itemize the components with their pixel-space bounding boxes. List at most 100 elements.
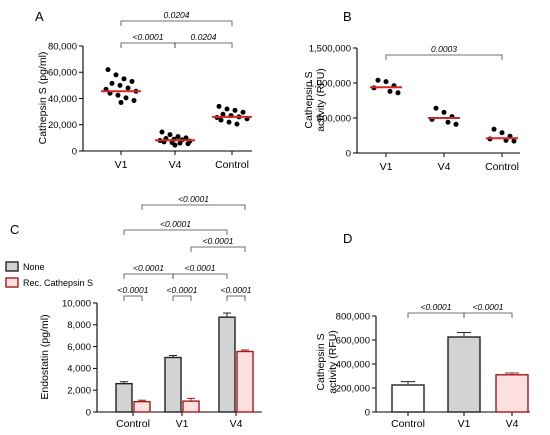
panel-a-data-point [216, 103, 222, 109]
panel-a-data-point [185, 141, 191, 147]
panel-a-data-point [118, 99, 124, 105]
panel-c-x-tick-label: V4 [230, 418, 243, 430]
panel-d-y-tick-label: 200,000 [336, 383, 370, 394]
panel-c-legend-label: None [23, 262, 45, 272]
panel-d-x-tick-label: V1 [458, 418, 471, 430]
panel-a-data-point [226, 119, 232, 125]
panel-c-y-tick-label: 10,000 [62, 298, 91, 309]
panel-c-comparison-p-value: <0.0001 [167, 285, 198, 295]
panel-a-y-tick-label: 0 [72, 146, 77, 157]
panel-a-comparison-bracket [120, 42, 176, 48]
panel-b-x-tick-label: V4 [438, 161, 451, 173]
panel-a-x-tick-label: Control [215, 159, 249, 171]
panel-d-comparison-p-value: <0.0001 [421, 302, 452, 312]
panel-d-y-axis-label-line: activity (RFU) [327, 330, 339, 394]
panel-c-y-tick-label: 0 [86, 407, 91, 418]
panel-d-y-tick-label: 800,000 [336, 311, 370, 322]
panel-b-x-tick-label: V1 [380, 161, 393, 173]
panel-a-y-tick-label: 40,000 [48, 94, 77, 105]
panel-c-comparison-p-value: <0.0001 [133, 263, 164, 273]
panel-c-bar [236, 350, 254, 413]
panel-c-legend-swatch [5, 261, 19, 272]
panel-d-y-tick-label: 0 [365, 407, 370, 418]
panel-a-y-tick-label: 80,000 [48, 41, 77, 52]
panel-a-comparison-p-value: 0.0204 [191, 32, 217, 42]
panel-c-comparison-bracket [141, 204, 246, 210]
panel-a-data-point [115, 92, 121, 98]
panel-b-data-point [511, 138, 517, 144]
panel-a-data-point [159, 129, 165, 135]
panel-c-comparison-p-value: <0.0001 [160, 219, 191, 229]
panel-b-data-point [441, 109, 447, 115]
panel-a-data-point [109, 80, 115, 86]
panel-d-comparison-bracket [463, 312, 513, 318]
panel-a-data-point [113, 72, 119, 78]
panel-c-comparison-bracket [172, 273, 228, 279]
panel-c-comparison-p-value: <0.0001 [185, 263, 216, 273]
panel-c-y-tick-label: 4,000 [67, 364, 91, 375]
panel-a-data-point [234, 121, 240, 127]
panel-a-data-point [123, 95, 129, 101]
panel-a-comparison-p-value: <0.0001 [133, 32, 164, 42]
panel-a-data-point [232, 107, 238, 113]
panel-b-y-axis-label: Cathepsin Sactivity (RFU) [303, 68, 327, 132]
panel-a-y-axis-label-line: Cathepsin S (pg/ml) [37, 52, 49, 145]
panel-c-legend-label: Rec. Cathepsin S [23, 278, 93, 288]
panel-d-y-axis-label-line: Cathepsin S [315, 333, 327, 390]
panel-b-x-tick-label: Control [485, 161, 519, 173]
panel-c-comparison-bracket [172, 295, 192, 301]
panel-a-x-tick-label: V4 [169, 159, 182, 171]
panel-b-y-tick-label: 1,500,000 [309, 43, 351, 54]
panel-b-y-tick-label: 0 [346, 148, 351, 159]
panel-a-data-point [117, 82, 123, 88]
panel-b-data-point [395, 90, 401, 96]
panel-a-comparison-bracket [174, 42, 233, 48]
panel-b-data-point [387, 88, 393, 94]
panel-c-comparison-bracket [226, 295, 246, 301]
panel-c-bar [164, 356, 182, 413]
panel-a-data-point [105, 67, 111, 73]
panel-d-bar [495, 374, 529, 413]
panel-c-comparison-bracket [123, 229, 228, 235]
panel-d-y-axis-label: Cathepsin Sactivity (RFU) [315, 330, 339, 394]
panel-a-y-tick-label: 60,000 [48, 68, 77, 79]
panel-a-comparison-p-value: 0.0204 [164, 10, 190, 20]
panel-c-bar [218, 316, 236, 413]
panel-c-comparison-p-value: <0.0001 [118, 285, 149, 295]
panel-c-comparison-p-value: <0.0001 [221, 285, 252, 295]
panel-a-data-point [167, 132, 173, 138]
panel-c-y-tick-label: 8,000 [67, 320, 91, 331]
panel-a-panel-letter: A [35, 9, 44, 24]
panel-b-data-point [375, 77, 381, 83]
panel-c-y-axis-label: Endostatin (pg/ml) [39, 314, 51, 399]
panel-a-data-point [121, 76, 127, 82]
panel-c-comparison-p-value: <0.0001 [203, 236, 234, 246]
panel-b-y-axis-label-line: Cathepsin S [303, 71, 315, 128]
panel-d-y-tick-label: 400,000 [336, 359, 370, 370]
panel-b-data-point [383, 79, 389, 85]
panel-a-data-point [177, 140, 183, 146]
panel-b-data-point [491, 126, 497, 132]
panel-b-data-point [499, 130, 505, 136]
panel-c-bar [182, 400, 200, 413]
panel-c-legend-swatch [5, 277, 19, 288]
panel-d-x-tick-label: Control [391, 418, 425, 430]
panel-a-data-point [129, 78, 135, 84]
panel-a-data-point [175, 134, 181, 140]
panel-c-comparison-p-value: <0.0001 [178, 194, 209, 204]
panel-a-y-axis-label: Cathepsin S (pg/ml) [37, 52, 49, 145]
panel-c-comparison-bracket [123, 295, 143, 301]
panel-c-bar [115, 382, 133, 413]
panel-d-bar [447, 336, 481, 413]
panel-a-x-tick-label: V1 [115, 159, 128, 171]
panel-a-data-point [172, 142, 178, 148]
panel-b-comparison-bracket [385, 54, 503, 60]
panel-b-data-point [453, 121, 459, 127]
panel-a-data-point [125, 85, 131, 91]
panel-b-data-point [433, 105, 439, 111]
panel-c-x-tick-label: V1 [176, 418, 189, 430]
panel-a-data-point [183, 135, 189, 141]
panel-c-bar [133, 400, 151, 413]
panel-b-data-point [445, 119, 451, 125]
